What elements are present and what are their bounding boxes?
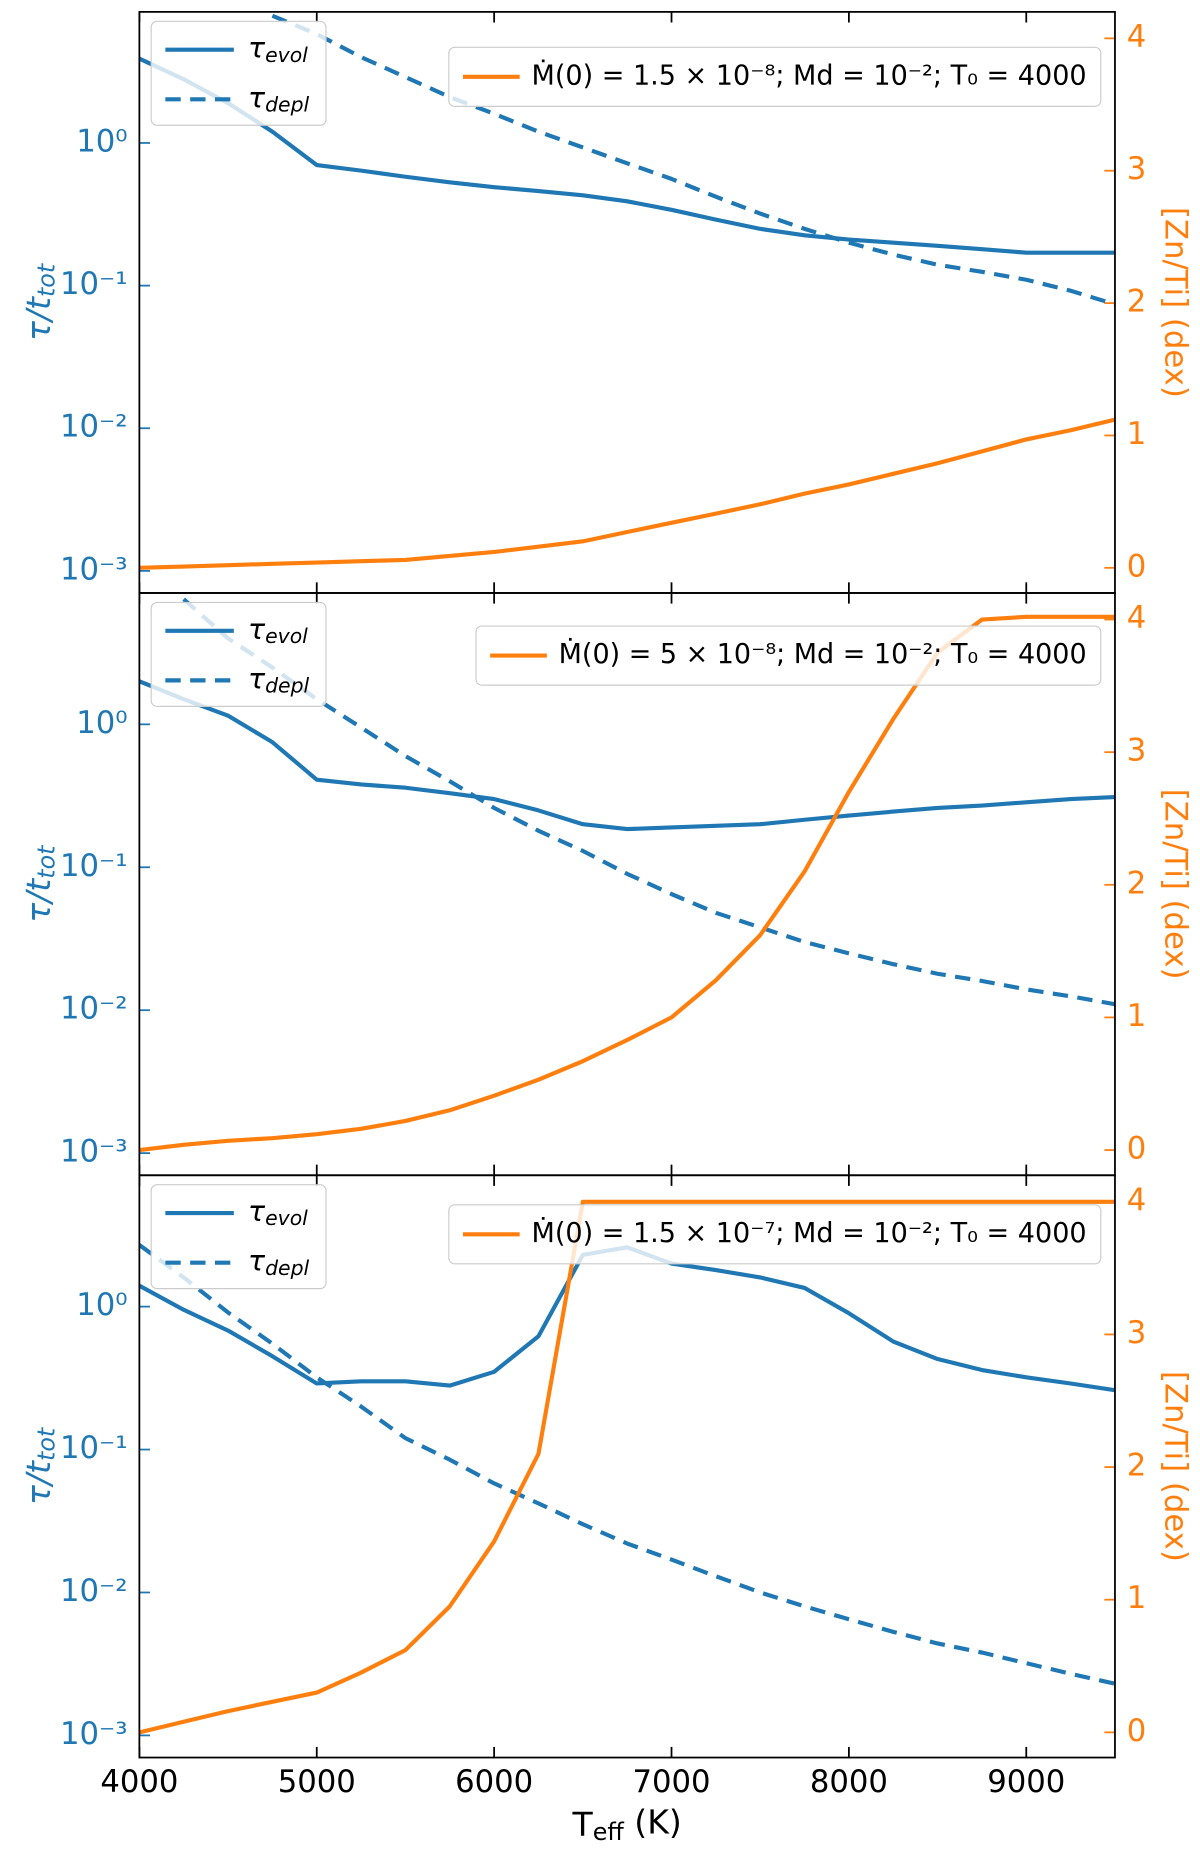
axes-frame bbox=[138, 1174, 1116, 1759]
legend: τevol τdepl bbox=[150, 20, 327, 126]
y2-tick-label: 3 bbox=[1127, 1316, 1147, 1351]
series-line bbox=[139, 679, 1115, 832]
legend-box bbox=[475, 625, 1102, 686]
y-tick-label: 10⁻¹ bbox=[60, 267, 128, 302]
y-tick-label: 10⁻³ bbox=[60, 1717, 128, 1752]
y-tick-label: 10⁰ bbox=[76, 1288, 127, 1323]
legend-box bbox=[448, 1204, 1102, 1265]
y-tick-label: 10⁻¹ bbox=[60, 849, 128, 884]
y2-tick-label: 1 bbox=[1127, 999, 1147, 1034]
legend-label: τdepl bbox=[248, 662, 309, 697]
y2-tick-label: 2 bbox=[1127, 1449, 1147, 1484]
series-line bbox=[139, 56, 1115, 255]
y2-tick-label: 4 bbox=[1127, 601, 1147, 636]
y2-tick-label: 3 bbox=[1127, 734, 1147, 769]
series-line bbox=[139, 1199, 1115, 1735]
y2-axis-label: [Zn/Ti] (dex) bbox=[1158, 1371, 1193, 1562]
legend-label: τevol bbox=[248, 613, 308, 648]
y-axis-label: τ/ttot bbox=[19, 1426, 60, 1505]
x-tick-label: 7000 bbox=[632, 1765, 710, 1800]
x-tick-label: 5000 bbox=[278, 1765, 356, 1800]
legend: Ṁ(0) = 1.5 × 10⁻⁷; Md = 10⁻²; T₀ = 4000 bbox=[448, 1204, 1102, 1265]
series-line bbox=[139, 417, 1115, 570]
legend-label: Ṁ(0) = 1.5 × 10⁻⁸; Md = 10⁻²; T₀ = 4000 bbox=[531, 59, 1086, 91]
panel: 4000 5000 6000 7000 8000 9000 10⁻³ 10⁻² 10⁻¹ 10⁰ 0… bbox=[19, 1174, 1193, 1846]
legend: τevol τdepl bbox=[150, 601, 327, 707]
y-tick-label: 10⁻² bbox=[60, 410, 128, 445]
x-axis-label: Teff (K) bbox=[572, 1802, 682, 1846]
legend-label: τdepl bbox=[248, 1245, 309, 1280]
panel: 10⁻³ 10⁻² 10⁻¹ 10⁰ 0 1 2 3 4 τ/ttot [Zn/Ti] (dex) τ… bbox=[19, 592, 1193, 1177]
y-tick-label: 10⁻² bbox=[60, 992, 128, 1027]
y2-tick-label: 1 bbox=[1127, 417, 1147, 452]
legend-label: τdepl bbox=[248, 81, 309, 116]
y2-axis-label: [Zn/Ti] (dex) bbox=[1158, 207, 1193, 398]
legend-label: τevol bbox=[248, 32, 308, 67]
y-tick-label: 10⁰ bbox=[76, 124, 127, 159]
x-tick-label: 6000 bbox=[455, 1765, 533, 1800]
y2-tick-label: 0 bbox=[1127, 1714, 1147, 1749]
y-axis-label: τ/ttot bbox=[19, 844, 60, 923]
legend-box bbox=[448, 46, 1102, 107]
series-line bbox=[139, 1243, 1115, 1686]
x-tick-label: 8000 bbox=[810, 1765, 888, 1800]
legend: τevol τdepl bbox=[150, 1184, 327, 1290]
y-axis-label: τ/ttot bbox=[19, 262, 60, 341]
y2-tick-label: 4 bbox=[1127, 1183, 1147, 1218]
y-tick-label: 10⁻³ bbox=[60, 552, 128, 587]
y2-tick-label: 4 bbox=[1127, 20, 1147, 55]
y-tick-label: 10⁰ bbox=[76, 706, 127, 741]
panel: 10⁻³ 10⁻² 10⁻¹ 10⁰ 0 1 2 3 4 τ/ttot [Zn/Ti] (dex) τ… bbox=[19, 10, 1193, 594]
y2-tick-label: 1 bbox=[1127, 1581, 1147, 1616]
x-tick-label: 4000 bbox=[100, 1765, 178, 1800]
series-line bbox=[271, 13, 1115, 307]
y2-tick-label: 2 bbox=[1127, 866, 1147, 901]
legend: Ṁ(0) = 1.5 × 10⁻⁸; Md = 10⁻²; T₀ = 4000 bbox=[448, 46, 1102, 107]
y-tick-label: 10⁻³ bbox=[60, 1135, 128, 1170]
legend-label: Ṁ(0) = 1.5 × 10⁻⁷; Md = 10⁻²; T₀ = 4000 bbox=[531, 1217, 1086, 1249]
legend: Ṁ(0) = 5 × 10⁻⁸; Md = 10⁻²; T₀ = 4000 bbox=[475, 625, 1102, 686]
series-line bbox=[182, 597, 1115, 1007]
legend-label: τevol bbox=[248, 1195, 308, 1230]
y2-tick-label: 0 bbox=[1127, 549, 1147, 584]
y2-tick-label: 2 bbox=[1127, 285, 1147, 320]
y2-tick-label: 0 bbox=[1127, 1132, 1147, 1167]
legend-label: Ṁ(0) = 5 × 10⁻⁸; Md = 10⁻²; T₀ = 4000 bbox=[559, 638, 1087, 670]
y-tick-label: 10⁻² bbox=[60, 1574, 128, 1609]
y-tick-label: 10⁻¹ bbox=[60, 1431, 128, 1466]
y2-tick-label: 3 bbox=[1127, 152, 1147, 187]
x-tick-label: 9000 bbox=[987, 1765, 1065, 1800]
y2-axis-label: [Zn/Ti] (dex) bbox=[1158, 789, 1193, 980]
